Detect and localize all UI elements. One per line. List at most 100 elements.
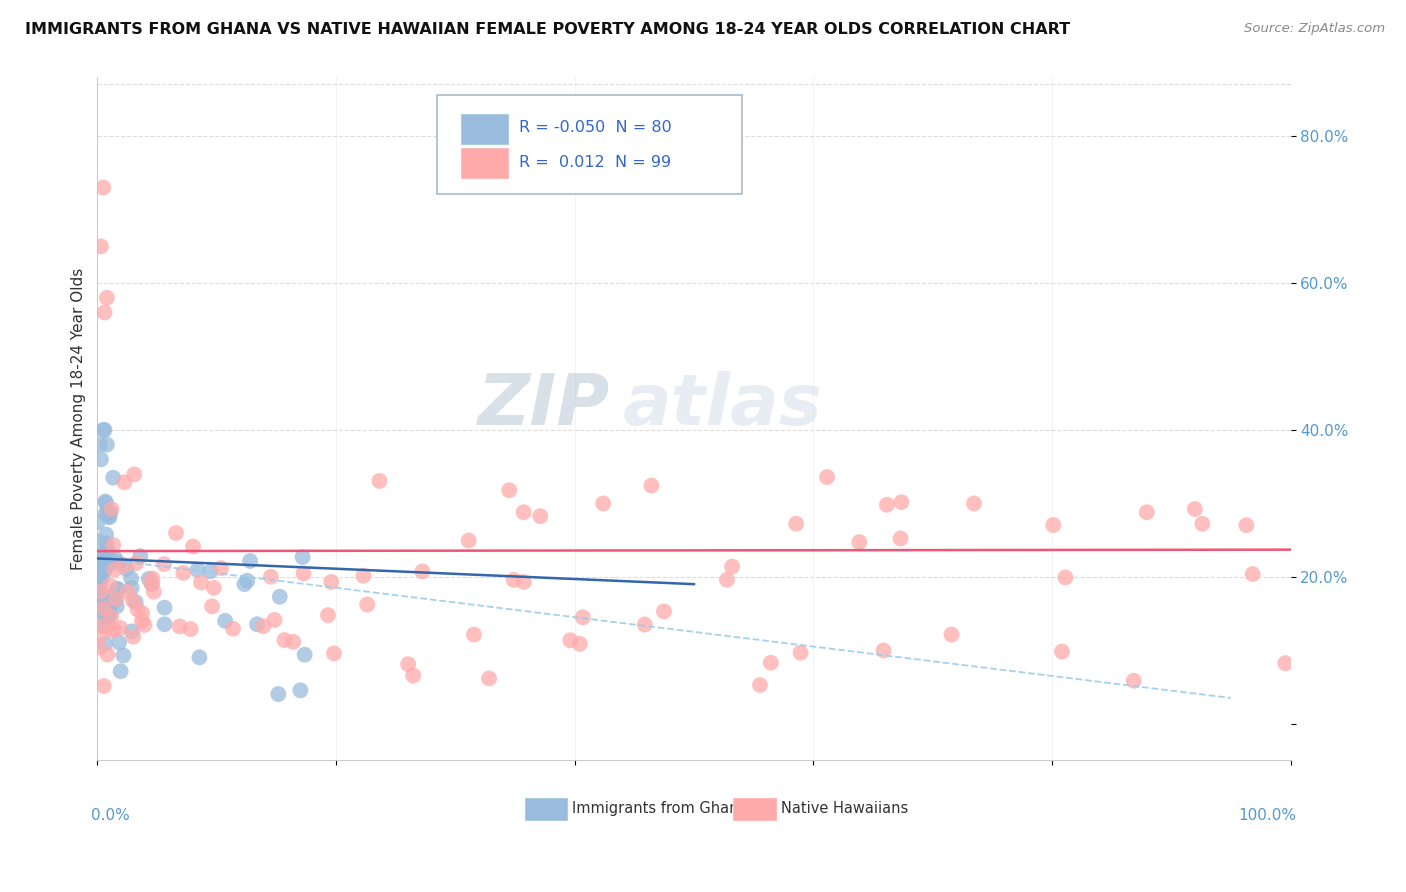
Point [1054,570,1077,584]
Text: atlas: atlas [623,371,823,440]
Point [294,648,316,662]
Text: Native Hawaiians: Native Hawaiians [782,801,908,816]
Point [721,559,744,574]
Point [269,590,291,604]
Point [352,568,374,582]
Point [963,496,986,510]
Point [91,619,114,633]
Point [87,591,110,606]
Point [112,648,135,663]
Point [91,605,114,619]
Point [236,574,259,588]
Point [101,592,124,607]
Point [181,540,204,554]
Point [105,599,128,614]
Point [1274,656,1296,670]
Point [1136,505,1159,519]
Point [94,527,117,541]
Point [141,576,163,591]
Point [498,483,520,498]
Point [89,581,111,595]
Point [122,630,145,644]
Point [112,558,135,573]
Point [91,423,114,437]
Point [87,640,110,655]
Point [107,582,129,597]
Point [97,610,120,624]
Point [1122,673,1144,688]
Point [129,549,152,564]
Text: R =  0.012  N = 99: R = 0.012 N = 99 [519,154,671,169]
Point [94,606,117,620]
Point [571,610,593,624]
Point [291,550,314,565]
Point [96,543,118,558]
Point [115,562,138,576]
Point [93,559,115,574]
Point [153,600,176,615]
FancyBboxPatch shape [461,113,508,144]
Point [190,575,212,590]
Point [749,678,772,692]
Point [94,548,117,562]
Point [848,535,870,549]
Point [94,507,117,521]
Point [91,570,114,584]
Point [890,495,912,509]
Point [131,607,153,621]
Point [246,617,269,632]
Point [134,618,156,632]
Point [141,572,163,586]
Point [292,566,315,581]
Point [267,687,290,701]
Point [233,577,256,591]
Point [512,505,534,519]
Point [96,506,118,520]
Point [127,602,149,616]
Point [323,647,346,661]
Point [96,536,118,550]
Point [93,564,115,578]
Point [529,509,551,524]
Point [98,607,121,622]
Point [263,613,285,627]
Point [90,584,112,599]
Point [107,556,129,570]
FancyBboxPatch shape [437,95,742,194]
Point [96,560,118,574]
Point [222,622,245,636]
Point [652,604,675,618]
Point [396,657,419,672]
Point [94,637,117,651]
Point [356,598,378,612]
Point [368,474,391,488]
Point [96,600,118,615]
Point [91,558,114,572]
Point [153,557,176,571]
Text: 100.0%: 100.0% [1239,808,1296,823]
Point [108,621,131,635]
Point [104,551,127,566]
Point [716,573,738,587]
Point [121,581,143,595]
Point [103,471,125,485]
Point [273,633,295,648]
Point [941,627,963,641]
Point [110,664,132,678]
Point [252,619,274,633]
Point [201,599,224,614]
Point [502,573,524,587]
Point [165,526,187,541]
Point [89,628,111,642]
Point [1050,644,1073,658]
Point [186,563,208,577]
Point [91,180,114,194]
Point [759,656,782,670]
Point [89,576,111,591]
Text: Immigrants from Ghana: Immigrants from Ghana [572,801,748,816]
Point [290,683,312,698]
FancyBboxPatch shape [734,798,776,820]
Point [87,571,110,585]
Point [283,635,305,649]
Point [153,617,176,632]
